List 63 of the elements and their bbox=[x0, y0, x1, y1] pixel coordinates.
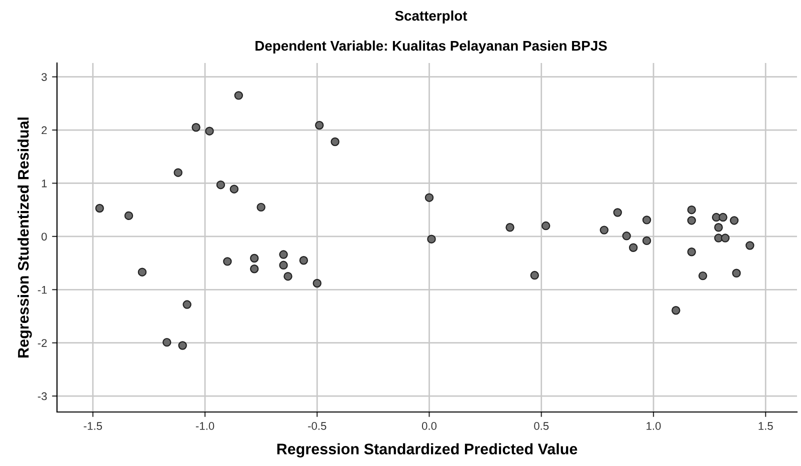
point bbox=[541, 221, 550, 230]
point bbox=[205, 126, 214, 136]
point bbox=[174, 168, 182, 177]
y-tick-label: 3 bbox=[42, 73, 47, 81]
point bbox=[732, 268, 741, 278]
point bbox=[642, 236, 652, 246]
chart-title: Scatterplot bbox=[395, 10, 468, 24]
point bbox=[95, 204, 104, 213]
point bbox=[182, 300, 192, 309]
point bbox=[600, 226, 609, 234]
x-tick-label: 0.0 bbox=[422, 422, 437, 430]
chart-subtitle: Dependent Variable: Kualitas Pelayanan Pasien BPJS bbox=[256, 40, 607, 54]
point bbox=[330, 137, 340, 146]
point bbox=[642, 216, 652, 224]
x-tick-label: -1.0 bbox=[196, 422, 214, 430]
point bbox=[299, 256, 308, 265]
point bbox=[284, 272, 292, 281]
point bbox=[279, 260, 288, 270]
x-axis-title: Regression Standardized Predicted Value bbox=[277, 443, 578, 458]
point bbox=[424, 193, 434, 202]
point bbox=[698, 271, 708, 280]
point bbox=[427, 234, 436, 244]
x-tick-label: 1.5 bbox=[758, 422, 773, 430]
point bbox=[138, 268, 147, 276]
point bbox=[178, 341, 187, 350]
x-tick-label: -0.5 bbox=[308, 422, 326, 430]
point bbox=[250, 264, 259, 274]
point bbox=[216, 180, 226, 190]
y-tick-label: -2 bbox=[38, 339, 47, 347]
point bbox=[714, 223, 723, 232]
point bbox=[672, 306, 680, 315]
y-axis-title: Regression Studentized Residual bbox=[18, 118, 32, 358]
point bbox=[234, 91, 243, 100]
point bbox=[687, 205, 696, 214]
point bbox=[279, 250, 288, 259]
point bbox=[720, 234, 730, 242]
point bbox=[312, 278, 322, 288]
point bbox=[256, 202, 266, 212]
x-tick-label: 0.5 bbox=[534, 422, 549, 430]
point bbox=[506, 223, 514, 232]
x-tick-label: 1.0 bbox=[646, 422, 661, 430]
point bbox=[730, 216, 739, 225]
y-tick-label: 0 bbox=[42, 232, 47, 241]
point bbox=[718, 212, 728, 222]
point bbox=[687, 248, 696, 256]
x-tick-label: -1.5 bbox=[84, 422, 102, 430]
point bbox=[124, 211, 134, 220]
point bbox=[192, 123, 200, 132]
point bbox=[530, 270, 539, 280]
point bbox=[622, 232, 631, 240]
point bbox=[746, 241, 754, 250]
point bbox=[315, 120, 324, 130]
point bbox=[613, 208, 622, 217]
point bbox=[687, 216, 696, 225]
y-tick-label: -1 bbox=[38, 286, 47, 294]
point bbox=[223, 257, 232, 266]
y-tick-label: -3 bbox=[38, 392, 47, 400]
y-tick-label: 2 bbox=[42, 126, 47, 134]
point bbox=[628, 243, 638, 252]
y-tick-label: 1 bbox=[42, 180, 47, 188]
point bbox=[162, 338, 172, 347]
point bbox=[250, 254, 259, 263]
point bbox=[230, 184, 239, 194]
